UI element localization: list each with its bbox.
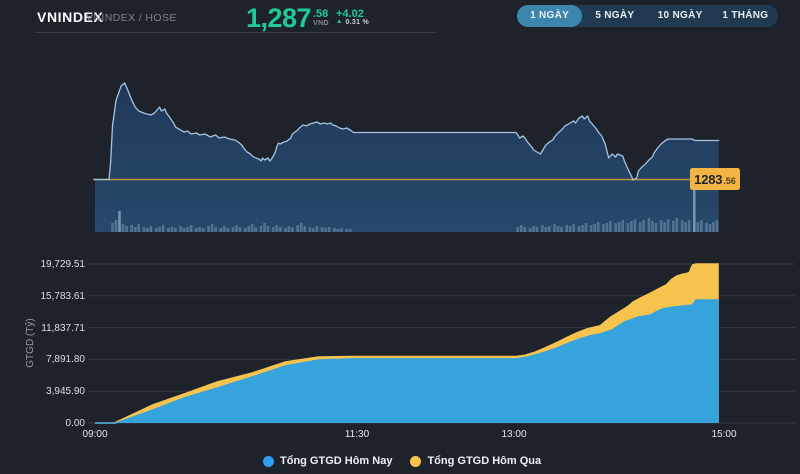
timeframe-button-group: 1 NGÀY 5 NGÀY 10 NGÀY 1 THÁNG (517, 5, 778, 27)
y-tick-label: 0.00 (65, 418, 85, 429)
y-tick-label: 19,729.51 (40, 259, 86, 270)
x-tick-label: 11:30 (344, 429, 370, 440)
last-price: 1,287 (246, 3, 312, 33)
legend-item-today[interactable]: Tổng GTGD Hôm Nay (263, 455, 392, 467)
reference-price-decimals: .56 (723, 175, 736, 186)
price-change: +4.02 (336, 8, 364, 20)
timeframe-button-5-ngày[interactable]: 5 NGÀY (582, 5, 647, 27)
price-change-percent-row: ▲ 0.31 % (336, 19, 369, 26)
x-tick-label: 09:00 (82, 429, 108, 440)
symbol-exchange-subtitle: VNINDEX / HOSE (86, 12, 177, 24)
reference-price-tag: 1283 .56 (690, 168, 740, 190)
legend-item-yesterday[interactable]: Tổng GTGD Hôm Qua (410, 455, 541, 467)
header-divider (35, 32, 435, 33)
legend-label: Tổng GTGD Hôm Qua (427, 455, 542, 467)
reference-price-main: 1283 (694, 171, 723, 187)
chart-legend: Tổng GTGD Hôm Nay Tổng GTGD Hôm Qua (263, 455, 541, 467)
series-today-line (95, 299, 719, 424)
series-yesterday-line (95, 263, 719, 424)
volume-bars (111, 187, 719, 232)
price-area-fill (95, 83, 719, 232)
x-tick-label: 13:00 (501, 429, 527, 440)
value-axis-title: GTGD (Tỷ) (25, 318, 36, 368)
y-tick-label: 7,891.80 (46, 354, 85, 365)
legend-dot-icon (410, 455, 422, 467)
timeframe-button-10-ngày[interactable]: 10 NGÀY (648, 5, 713, 27)
y-tick-label: 11,837.71 (41, 323, 85, 334)
y-tick-label: 15,783.61 (40, 291, 86, 302)
price-change-percent: 0.31 % (345, 19, 370, 26)
price-line (94, 82, 720, 181)
legend-dot-icon (263, 455, 274, 467)
timeframe-button-1-ngày[interactable]: 1 NGÀY (517, 5, 583, 27)
page-title: VNINDEX (37, 9, 104, 25)
legend-label: Tổng GTGD Hôm Nay (280, 455, 393, 467)
up-triangle-icon: ▲ (336, 18, 343, 26)
x-tick-label: 15:00 (711, 429, 737, 440)
currency-label: VND (313, 20, 329, 27)
last-price-decimals: .58 (313, 8, 329, 20)
series-today-area (95, 300, 719, 423)
y-tick-label: 3,945.90 (46, 386, 85, 397)
timeframe-button-1-tháng[interactable]: 1 THÁNG (713, 5, 778, 27)
